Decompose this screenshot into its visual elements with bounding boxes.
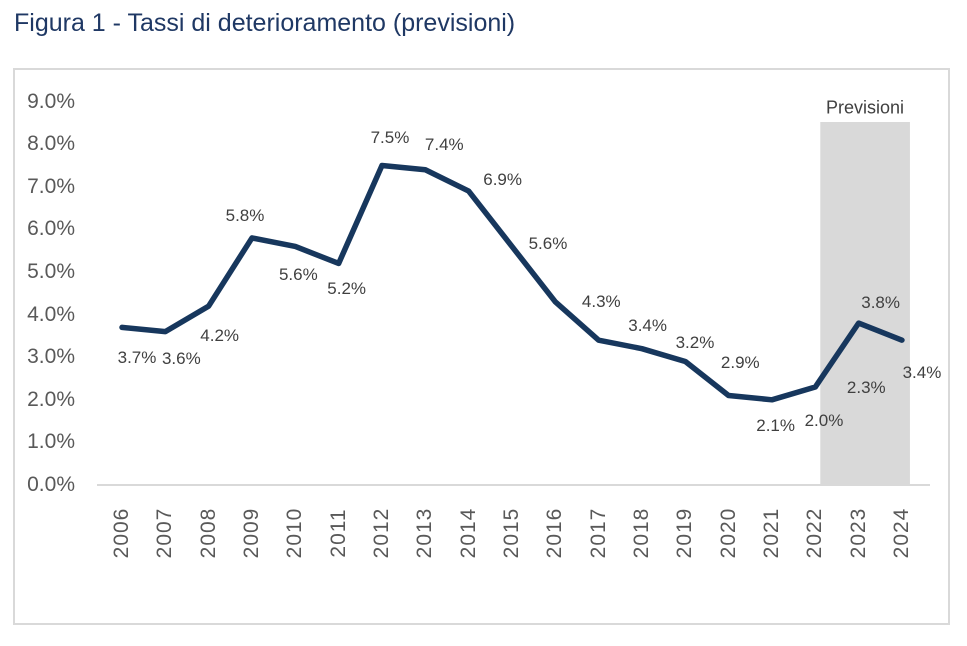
y-axis-tick-label: 2.0% bbox=[27, 387, 75, 411]
data-label: 3.2% bbox=[675, 332, 715, 352]
figure-title: Figura 1 - Tassi di deterioramento (prev… bbox=[14, 9, 516, 37]
data-label: 5.2% bbox=[327, 279, 367, 299]
y-axis-tick-label: 8.0% bbox=[27, 132, 75, 156]
x-axis-tick-label: 2010 bbox=[283, 507, 307, 559]
x-axis-tick-label: 2006 bbox=[110, 507, 133, 559]
x-axis-tick-label: 2021 bbox=[759, 507, 783, 559]
chart-frame bbox=[13, 68, 950, 625]
forecast-label: Previsioni bbox=[825, 97, 905, 118]
data-label: 3.4% bbox=[628, 316, 667, 336]
data-label: 2.1% bbox=[756, 415, 795, 435]
data-label: 2.9% bbox=[720, 353, 760, 373]
y-axis-tick-label: 9.0% bbox=[27, 89, 75, 113]
y-axis-tick-label: 7.0% bbox=[27, 174, 75, 198]
x-axis-tick-label: 2011 bbox=[326, 508, 350, 558]
y-axis-tick-label: 0.0% bbox=[27, 473, 75, 496]
data-label: 4.3% bbox=[581, 291, 621, 311]
x-axis-tick-label: 2008 bbox=[196, 507, 220, 559]
x-axis-tick-label: 2007 bbox=[153, 507, 177, 559]
data-label: 3.6% bbox=[161, 348, 201, 368]
x-axis-tick-label: 2020 bbox=[716, 507, 740, 559]
x-axis-tick-label: 2013 bbox=[413, 507, 437, 559]
x-axis-tick-label: 2018 bbox=[629, 507, 653, 559]
x-axis-tick-label: 2022 bbox=[803, 507, 827, 559]
data-label: 7.4% bbox=[424, 134, 464, 154]
y-axis-tick-label: 3.0% bbox=[27, 345, 75, 369]
forecast-region bbox=[820, 122, 910, 485]
x-axis-tick-label: 2023 bbox=[846, 507, 870, 559]
data-label: 3.4% bbox=[902, 363, 942, 383]
data-label: 5.6% bbox=[278, 265, 318, 285]
data-label: 3.8% bbox=[861, 293, 900, 313]
data-label: 6.9% bbox=[483, 170, 522, 190]
x-axis-tick-label: 2015 bbox=[499, 507, 523, 559]
y-axis-tick-label: 1.0% bbox=[27, 430, 75, 454]
x-axis-tick-label: 2014 bbox=[456, 507, 480, 559]
y-axis-tick-label: 4.0% bbox=[27, 302, 75, 326]
data-label: 5.8% bbox=[225, 205, 265, 225]
data-label: 7.5% bbox=[370, 127, 410, 147]
data-label: 2.3% bbox=[846, 378, 886, 398]
y-axis-tick-label: 5.0% bbox=[27, 260, 75, 283]
data-label: 2.0% bbox=[804, 410, 844, 430]
series-line bbox=[119, 162, 905, 403]
x-axis-tick-label: 2012 bbox=[369, 507, 393, 559]
x-axis-tick-label: 2009 bbox=[239, 507, 263, 559]
x-axis-tick-label: 2016 bbox=[543, 507, 567, 559]
data-label: 5.6% bbox=[528, 234, 568, 254]
x-axis-tick-label: 2019 bbox=[673, 507, 697, 559]
x-axis-tick-label: 2017 bbox=[586, 507, 610, 559]
data-label: 4.2% bbox=[200, 326, 240, 346]
y-axis-tick-label: 6.0% bbox=[27, 217, 75, 241]
x-axis-tick-label: 2024 bbox=[889, 507, 913, 559]
data-label: 3.7% bbox=[117, 348, 157, 368]
